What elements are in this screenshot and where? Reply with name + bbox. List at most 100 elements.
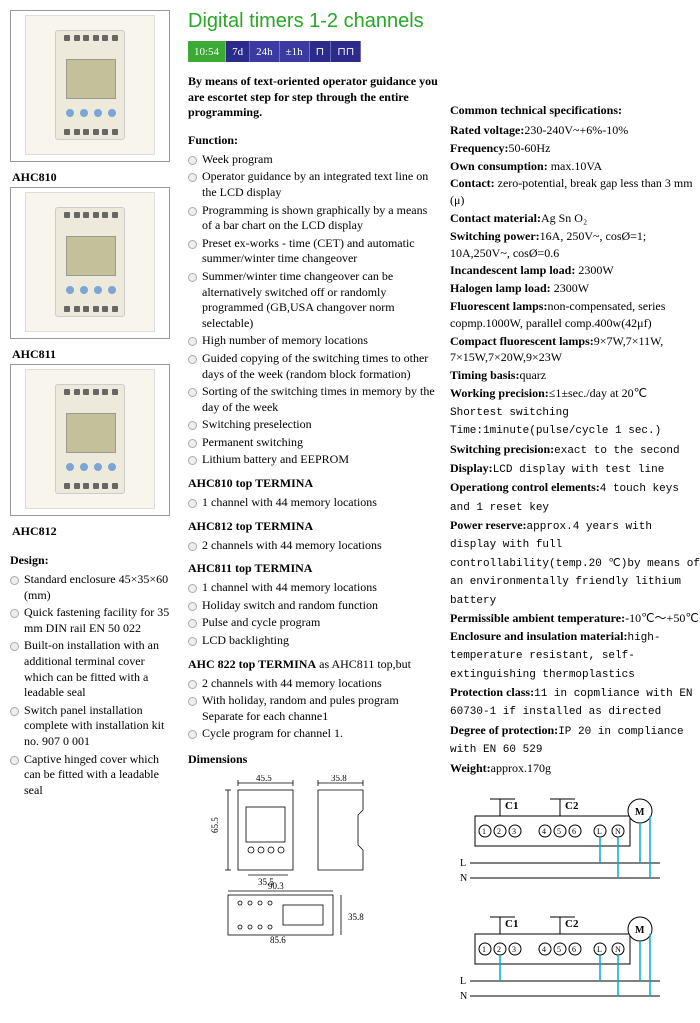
svg-text:4: 4: [542, 827, 546, 836]
svg-text:6: 6: [572, 945, 576, 954]
spec-line: Permissible ambient temperature:-10℃～+50…: [450, 610, 700, 627]
variant-heading: AHC811 top TERMINA: [188, 561, 440, 576]
functions-list: Week programOperator guidance by an inte…: [188, 152, 440, 468]
spec-line: Enclosure and insulation material:high-t…: [450, 628, 700, 683]
spec-line: Own consumption: max.10VA: [450, 158, 700, 175]
variant-list: 1 channel with 44 memory locations: [188, 495, 440, 511]
svg-text:N: N: [615, 945, 621, 954]
spec-line: Switching precision:exact to the second: [450, 441, 700, 459]
function-item: Lithium battery and EEPROM: [188, 452, 440, 468]
product-box: [10, 10, 170, 162]
svg-text:90.3: 90.3: [268, 881, 284, 891]
function-item: Week program: [188, 152, 440, 168]
function-item: Permanent switching: [188, 435, 440, 451]
svg-text:6: 6: [572, 827, 576, 836]
design-item: Quick fastening facility for 35 mm DIN r…: [10, 605, 170, 636]
svg-text:3: 3: [512, 827, 516, 836]
wiring-diagram-2: C1 C2 M 1 2 3 4 5 6 L N L N: [450, 899, 670, 1009]
variant-item: With holiday, random and pules program S…: [188, 693, 440, 724]
svg-text:2: 2: [497, 945, 501, 954]
svg-text:35.8: 35.8: [348, 912, 364, 922]
spec-line: Compact fluorescent lamps:9×7W,7×11W, 7×…: [450, 333, 700, 367]
variant-heading: AHC812 top TERMINA: [188, 519, 440, 534]
badge: ±1h: [280, 41, 310, 62]
specs-heading: Common technical specifications:: [450, 103, 700, 118]
spec-line: Weight:approx.170g: [450, 760, 700, 777]
variant-item: LCD backlighting: [188, 633, 440, 649]
variant-list: 1 channel with 44 memory locationsHolida…: [188, 580, 440, 648]
design-heading: Design:: [10, 553, 170, 568]
svg-text:1: 1: [482, 945, 486, 954]
main-content: Digital timers 1-2 channels 10:547d24h±1…: [180, 10, 440, 1013]
badge: 10:54: [188, 41, 226, 62]
design-list: Standard enclosure 45×35×60 (mm)Quick fa…: [10, 572, 170, 798]
spec-line: Power reserve:approx.4 years with displa…: [450, 517, 700, 609]
badge-row: 10:547d24h±1h⊓⊓⊓: [188, 41, 440, 62]
svg-text:C1: C1: [505, 800, 518, 812]
badge: 7d: [226, 41, 250, 62]
spec-line: Shortest switching Time:1minute(pulse/cy…: [450, 403, 700, 440]
svg-text:2: 2: [497, 827, 501, 836]
svg-text:5: 5: [557, 827, 561, 836]
spec-line: Switching power:16A, 250V~, cosØ=1; 10A,…: [450, 228, 700, 262]
svg-text:5: 5: [557, 945, 561, 954]
spec-line: Contact material:Ag Sn O₂: [450, 210, 700, 227]
specs-column: Common technical specifications: Rated v…: [450, 10, 700, 1013]
svg-text:C2: C2: [565, 918, 579, 930]
svg-text:85.6: 85.6: [270, 935, 286, 945]
product-model-label: AHC811: [10, 343, 170, 364]
design-item: Standard enclosure 45×35×60 (mm): [10, 572, 170, 603]
design-item: Captive hinged cover which can be fitted…: [10, 752, 170, 799]
svg-text:N: N: [615, 827, 621, 836]
spec-line: Rated voltage:230-240V~+6%-10%: [450, 122, 700, 139]
variant-heading: AHC 822 top TERMINA as AHC811 top,but: [188, 657, 440, 672]
design-item: Built-on installation with an additional…: [10, 638, 170, 700]
svg-text:M: M: [635, 807, 645, 818]
svg-text:1: 1: [482, 827, 486, 836]
function-item: Switching preselection: [188, 417, 440, 433]
spec-line: Halogen lamp load: 2300W: [450, 280, 700, 297]
badge: 24h: [250, 41, 280, 62]
svg-text:4: 4: [542, 945, 546, 954]
svg-text:M: M: [635, 925, 645, 936]
svg-text:C2: C2: [565, 800, 579, 812]
dimensions-heading: Dimensions: [188, 752, 440, 767]
product-model-label: AHC810: [10, 166, 170, 187]
svg-text:L: L: [597, 827, 602, 836]
svg-text:N: N: [460, 991, 467, 1002]
variant-item: 1 channel with 44 memory locations: [188, 495, 440, 511]
badge: ⊓: [310, 41, 332, 62]
variant-list: 2 channels with 44 memory locationsWith …: [188, 676, 440, 742]
function-item: Programming is shown graphically by a me…: [188, 203, 440, 234]
svg-text:45.5: 45.5: [256, 775, 272, 783]
function-item: Operator guidance by an integrated text …: [188, 169, 440, 200]
svg-text:35.8: 35.8: [331, 775, 347, 783]
design-item: Switch panel installation complete with …: [10, 703, 170, 750]
svg-text:L: L: [597, 945, 602, 954]
function-item: Guided copying of the switching times to…: [188, 351, 440, 382]
variant-item: 1 channel with 44 memory locations: [188, 580, 440, 596]
svg-text:C1: C1: [505, 918, 518, 930]
spec-line: Frequency:50-60Hz: [450, 140, 700, 157]
spec-line: Protection class:11 in copmliance with E…: [450, 684, 700, 721]
product-box: [10, 364, 170, 516]
wiring-diagram-1: C1 C2 M 1 2 3 4 5 6 L N L N: [450, 781, 670, 891]
function-item: Preset ex-works - time (CET) and automat…: [188, 236, 440, 267]
function-item: Summer/winter time changeover can be alt…: [188, 269, 440, 331]
function-item: Sorting of the switching times in memory…: [188, 384, 440, 415]
intro-text: By means of text-oriented operator guida…: [188, 74, 440, 121]
svg-text:N: N: [460, 873, 467, 884]
page-title: Digital timers 1-2 channels: [188, 10, 440, 33]
spec-line: Degree of protection:IP 20 in compliance…: [450, 722, 700, 759]
product-image: [25, 192, 155, 332]
svg-text:L: L: [460, 976, 466, 987]
product-image: [25, 369, 155, 509]
spec-line: Operationg control elements:4 touch keys…: [450, 479, 700, 516]
product-sidebar: AHC810 AHC811 AHC812 Design: Standard en…: [10, 10, 170, 1013]
svg-text:3: 3: [512, 945, 516, 954]
product-model-label: AHC812: [10, 520, 170, 541]
product-box: [10, 187, 170, 339]
variant-item: Cycle program for channel 1.: [188, 726, 440, 742]
svg-text:65.5: 65.5: [210, 817, 220, 833]
variant-item: 2 channels with 44 memory locations: [188, 676, 440, 692]
